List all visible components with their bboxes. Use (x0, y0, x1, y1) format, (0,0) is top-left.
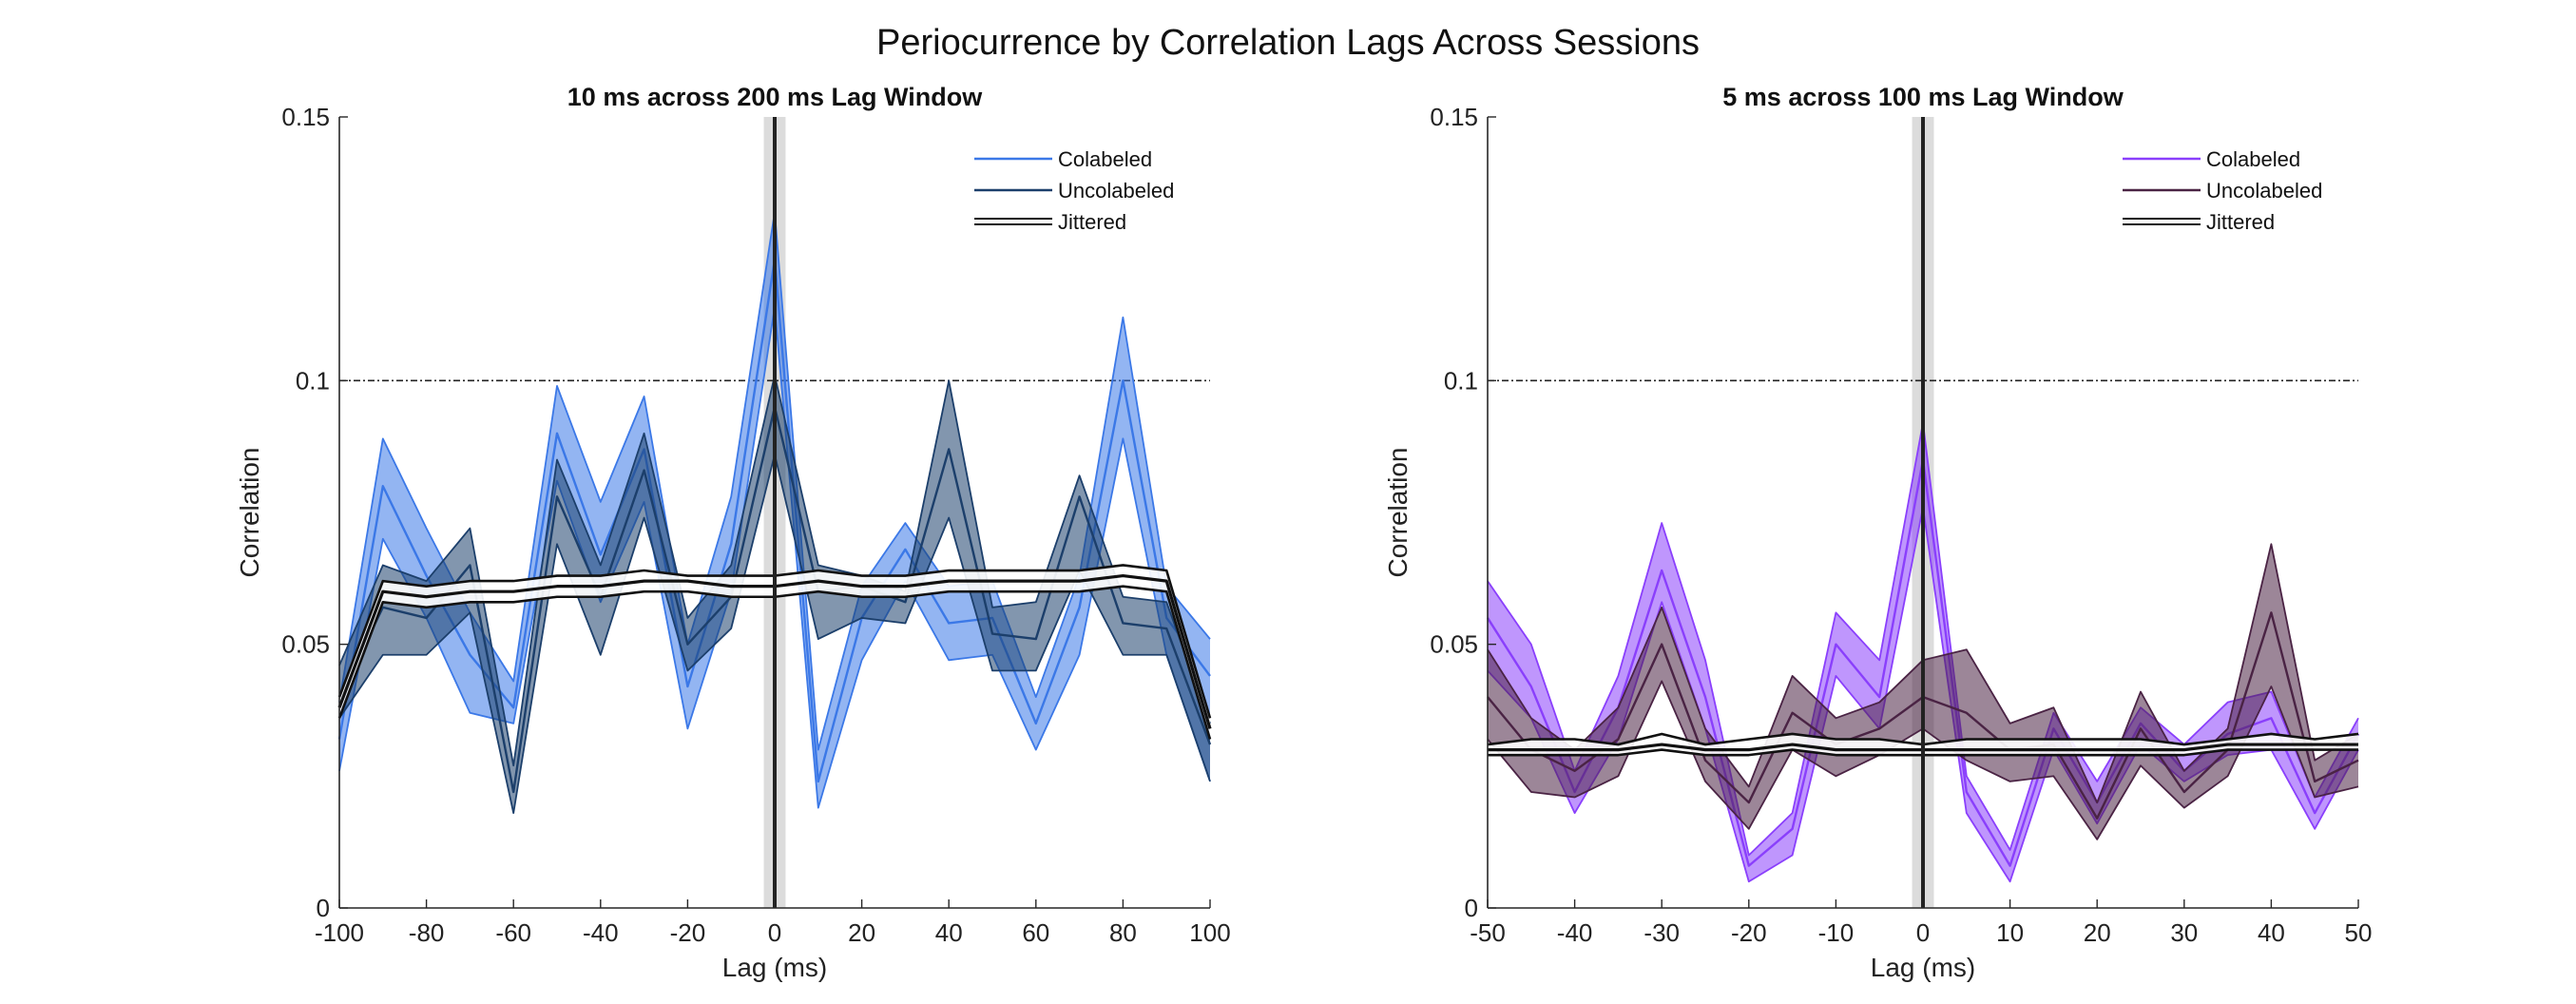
left-x-tick-label: 60 (1022, 918, 1049, 947)
left-x-tick-label: -20 (670, 918, 706, 947)
right-y-axis-label: Correlation (1383, 448, 1413, 578)
chart-panel-left: 10 ms across 200 ms Lag Window -100 -80 -60… (235, 83, 1231, 982)
right-y-tick-label: 0.05 (1430, 630, 1478, 659)
right-y-tick-label: 0.15 (1430, 103, 1478, 131)
right-y-tick-label: 0 (1465, 894, 1478, 922)
right-legend: Colabeled Uncolabeled Jittered (2123, 147, 2322, 234)
right-x-tick-label: 30 (2170, 918, 2198, 947)
right-x-tick-label: 10 (1996, 918, 2024, 947)
left-y-tick-label: 0.05 (281, 630, 330, 659)
left-legend-label-jittered: Jittered (1058, 210, 1126, 234)
right-legend-label-jittered: Jittered (2206, 210, 2275, 234)
left-y-tick-label: 0.15 (281, 103, 330, 131)
right-x-tick-label: 0 (1916, 918, 1930, 947)
left-band-jittered (339, 565, 1210, 740)
left-x-axis-label: Lag (ms) (722, 953, 827, 982)
right-x-tick-label: -50 (1470, 918, 1506, 947)
left-x-tick-label: 100 (1189, 918, 1230, 947)
left-y-axis-label: Correlation (235, 448, 264, 578)
left-x-tick-label: -80 (409, 918, 445, 947)
right-x-tick-label: -20 (1731, 918, 1767, 947)
right-legend-label-uncolabeled: Uncolabeled (2206, 179, 2322, 203)
left-y-tick-label: 0 (317, 894, 330, 922)
right-x-tick-label: 40 (2258, 918, 2285, 947)
right-y-tick-label: 0.1 (1444, 366, 1478, 395)
right-chart-title: 5 ms across 100 ms Lag Window (1722, 83, 2124, 111)
right-x-axis-label: Lag (ms) (1871, 953, 1975, 982)
left-legend-label-colabeled: Colabeled (1058, 147, 1152, 171)
left-chart-title: 10 ms across 200 ms Lag Window (567, 83, 983, 111)
left-band-uncolabeled (339, 375, 1210, 814)
left-x-tick-label: -100 (315, 918, 364, 947)
figure-title: Periocurrence by Correlation Lags Across… (876, 23, 1700, 63)
left-legend-label-uncolabeled: Uncolabeled (1058, 179, 1174, 203)
left-x-tick-label: -60 (495, 918, 531, 947)
chart-panel-right: 5 ms across 100 ms Lag Window -50 -40 -30 -2… (1383, 83, 2372, 982)
right-x-tick-label: -10 (1818, 918, 1855, 947)
left-x-tick-label: 20 (848, 918, 875, 947)
right-x-tick-label: 20 (2084, 918, 2111, 947)
left-x-tick-label: 40 (935, 918, 963, 947)
left-y-tick-label: 0.1 (296, 366, 330, 395)
left-x-tick-label: 80 (1109, 918, 1137, 947)
right-x-tick-label: -40 (1557, 918, 1593, 947)
left-x-tick-label: 0 (768, 918, 781, 947)
left-legend: Colabeled Uncolabeled Jittered (974, 147, 1174, 234)
right-x-tick-label: -30 (1644, 918, 1680, 947)
right-x-tick-label: 50 (2345, 918, 2373, 947)
left-x-tick-label: -40 (583, 918, 619, 947)
right-legend-label-colabeled: Colabeled (2206, 147, 2300, 171)
